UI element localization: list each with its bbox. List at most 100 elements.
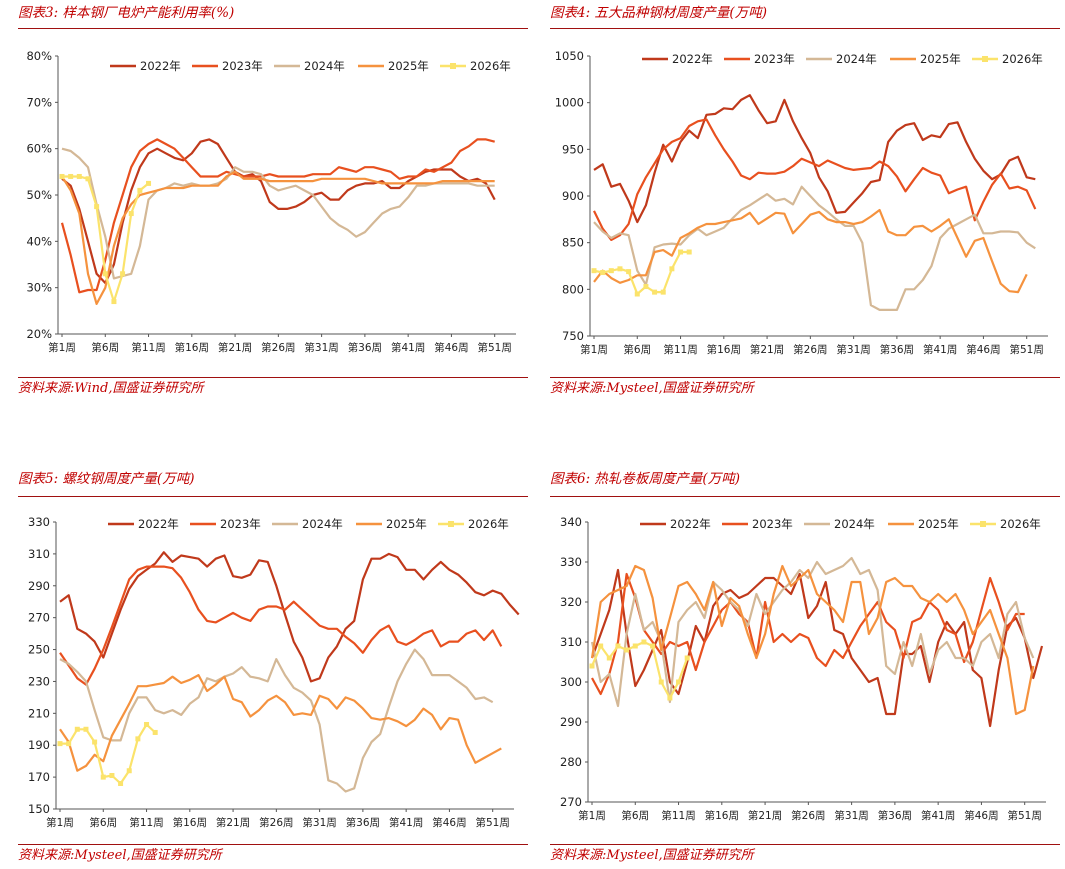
x-tick-label: 第46周 xyxy=(434,341,468,354)
y-tick-label: 60% xyxy=(26,142,52,156)
legend-marker xyxy=(450,63,456,69)
data-point xyxy=(600,270,606,276)
legend-label: 2026年 xyxy=(1002,52,1043,66)
x-tick-label: 第26周 xyxy=(793,343,827,356)
data-point xyxy=(152,729,158,735)
x-tick-label: 第46周 xyxy=(432,816,466,829)
data-point xyxy=(137,187,143,193)
y-tick-label: 290 xyxy=(28,579,50,593)
y-tick-label: 150 xyxy=(28,802,50,816)
x-tick-label: 第6周 xyxy=(623,343,651,356)
y-tick-label: 270 xyxy=(28,611,50,625)
data-point xyxy=(686,249,692,255)
chart-title: 图表4: 五大品种钢材周度产量(万吨) xyxy=(550,5,767,21)
x-tick-label: 第16周 xyxy=(705,809,739,822)
data-point xyxy=(85,176,91,182)
data-point xyxy=(146,180,152,186)
series-line-2025年 xyxy=(61,170,495,305)
y-tick-label: 170 xyxy=(28,770,50,784)
y-tick-label: 850 xyxy=(562,236,584,250)
x-tick-label: 第31周 xyxy=(834,809,868,822)
y-tick-label: 310 xyxy=(560,635,582,649)
data-point xyxy=(641,639,647,645)
x-tick-label: 第16周 xyxy=(175,341,209,354)
y-tick-label: 30% xyxy=(26,281,52,295)
x-tick-label: 第46周 xyxy=(964,809,998,822)
legend-label: 2026年 xyxy=(468,517,509,531)
chart-title: 图表6: 热轧卷板周度产量(万吨) xyxy=(550,471,740,487)
data-point xyxy=(126,768,132,774)
data-point xyxy=(59,173,65,179)
x-tick-label: 第6周 xyxy=(621,809,649,822)
y-tick-label: 800 xyxy=(562,282,584,296)
x-tick-label: 第21周 xyxy=(750,343,784,356)
x-tick-label: 第41周 xyxy=(389,816,423,829)
y-tick-label: 270 xyxy=(560,795,582,809)
x-tick-label: 第21周 xyxy=(218,341,252,354)
data-point xyxy=(615,643,621,649)
series-line-2025年 xyxy=(590,564,1035,716)
y-tick-label: 300 xyxy=(560,675,582,689)
data-point xyxy=(120,271,126,277)
series-line-2023年 xyxy=(591,572,1025,696)
y-tick-label: 900 xyxy=(562,189,584,203)
legend-label: 2025年 xyxy=(918,517,959,531)
x-tick-label: 第16周 xyxy=(173,816,207,829)
source-rule xyxy=(18,377,528,378)
y-tick-label: 210 xyxy=(28,706,50,720)
x-tick-label: 第36周 xyxy=(348,341,382,354)
data-point xyxy=(128,211,134,217)
y-tick-label: 190 xyxy=(28,738,50,752)
series-line-2024年 xyxy=(590,556,1035,708)
y-tick-label: 750 xyxy=(562,329,584,343)
data-point xyxy=(669,266,675,272)
chart-title: 图表5: 螺纹钢周度产量(万吨) xyxy=(18,471,195,487)
series-line-2022年 xyxy=(59,551,520,683)
series-line-2022年 xyxy=(61,138,496,285)
data-point xyxy=(100,774,106,780)
y-tick-label: 80% xyxy=(26,49,52,63)
data-point xyxy=(608,268,614,274)
x-tick-label: 第51周 xyxy=(1010,343,1044,356)
legend-label: 2025年 xyxy=(920,52,961,66)
series-line-2024年 xyxy=(593,185,1036,311)
data-point xyxy=(634,291,640,297)
x-tick-label: 第21周 xyxy=(216,816,250,829)
data-point xyxy=(632,643,638,649)
x-tick-label: 第26周 xyxy=(261,341,295,354)
source-note: 资料来源:Mysteel,国盛证券研究所 xyxy=(18,848,222,863)
source-note: 资料来源:Mysteel,国盛证券研究所 xyxy=(550,381,754,396)
data-point xyxy=(667,695,673,701)
legend-label: 2024年 xyxy=(304,59,345,73)
series-line-2024年 xyxy=(59,648,494,793)
x-tick-label: 第51周 xyxy=(478,341,512,354)
data-point xyxy=(652,289,658,295)
x-tick-label: 第51周 xyxy=(1008,809,1042,822)
legend-label: 2025年 xyxy=(388,59,429,73)
x-tick-label: 第11周 xyxy=(129,816,163,829)
data-point xyxy=(111,299,117,305)
data-point xyxy=(94,204,100,210)
x-tick-label: 第1周 xyxy=(48,341,76,354)
legend-label: 2025年 xyxy=(386,517,427,531)
legend-marker xyxy=(980,521,986,527)
source-rule xyxy=(550,377,1060,378)
data-point xyxy=(144,721,150,727)
x-tick-label: 第41周 xyxy=(923,343,957,356)
legend-label: 2023年 xyxy=(754,52,795,66)
chart-panel-4: 图表6: 热轧卷板周度产量(万吨) 270 280 290 300 310 320 330 3… xyxy=(550,466,1060,866)
y-tick-label: 70% xyxy=(26,95,52,109)
y-tick-label: 320 xyxy=(560,595,582,609)
y-tick-label: 50% xyxy=(26,188,52,202)
x-tick-label: 第31周 xyxy=(836,343,870,356)
x-tick-label: 第1周 xyxy=(578,809,606,822)
legend-label: 2023年 xyxy=(752,517,793,531)
x-tick-label: 第36周 xyxy=(878,809,912,822)
series-line-2023年 xyxy=(59,565,503,686)
y-tick-label: 280 xyxy=(560,755,582,769)
data-point xyxy=(66,741,72,747)
y-tick-label: 40% xyxy=(26,234,52,248)
data-point xyxy=(83,726,89,732)
data-point xyxy=(617,266,623,272)
